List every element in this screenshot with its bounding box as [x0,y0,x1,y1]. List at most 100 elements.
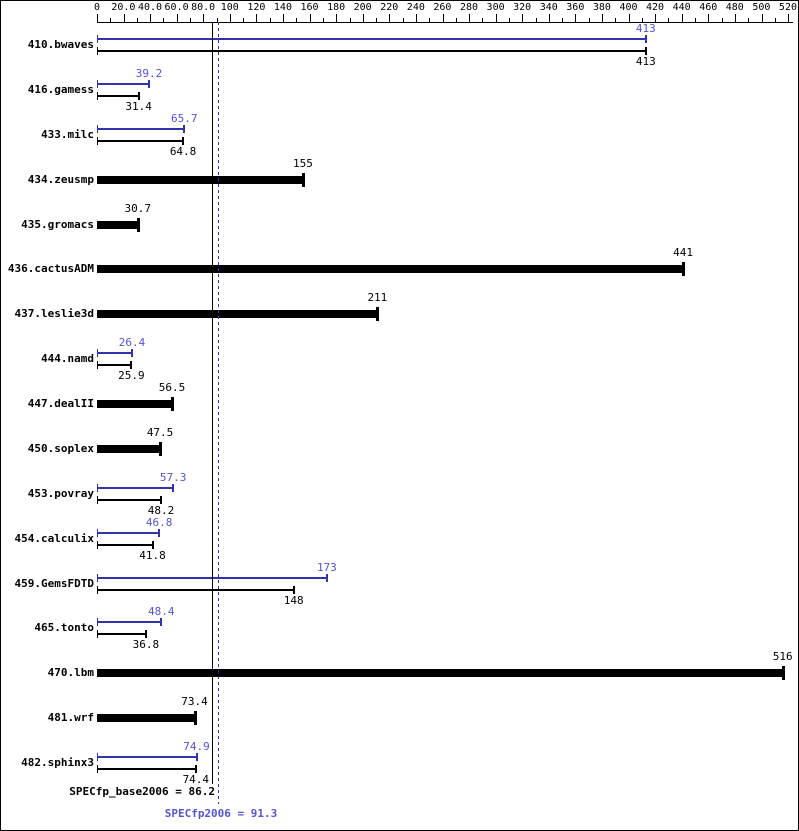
base-bar-startcap-454.calculix [97,540,98,549]
base-bar-450.soplex [97,444,161,453]
base-value-410.bwaves: 413 [635,55,656,68]
bench-label-470.lbm: 470.lbm [47,666,94,680]
x-axis-tick-label: 420 [646,2,665,13]
peak-bar-endcap-465.tonto [160,618,163,627]
base-bar-453.povray [97,498,162,501]
peak-bar-444.namd [97,352,133,355]
x-axis-minor-tick [721,18,723,23]
x-axis-major-tick [442,14,444,23]
x-axis-major-tick [176,14,178,23]
base-bar-416.gamess [97,94,139,97]
x-axis-major-tick [495,14,497,23]
x-axis-minor-tick [508,18,510,23]
base-bar-endcap-459.GemsFDTD [292,585,295,594]
bench-label-481.wrf: 481.wrf [47,711,94,725]
x-axis-tick-label: 60.0 [164,2,189,13]
bench-label-410.bwaves: 410.bwaves [27,38,94,51]
x-axis-major-tick [761,14,763,23]
x-axis-tick-label: 160 [300,2,319,13]
x-axis-line [97,22,794,23]
x-axis-tick-label: 200 [353,2,372,13]
bench-label-436.cactusADM: 436.cactusADM [7,262,94,276]
x-axis-minor-tick [376,18,378,23]
base-value-437.leslie3d: 211 [367,291,388,305]
base-value-436.cactusADM: 441 [673,246,693,260]
base-bar-endcap-435.gromacs [136,217,140,232]
peak-bar-endcap-433.milc [183,124,186,133]
peak-bar-453.povray [97,486,174,489]
base-value-454.calculix: 41.8 [139,548,166,562]
x-axis-minor-tick [535,18,537,23]
peak-bar-endcap-410.bwaves [644,35,647,43]
base-value-447.dealII: 56.5 [158,381,186,394]
base-value-481.wrf: 73.4 [181,695,208,709]
x-axis-minor-tick [243,18,245,23]
x-axis-tick-label: 400 [619,2,638,13]
x-axis-major-tick [283,14,285,23]
peak-bar-416.gamess [97,82,150,85]
x-axis-tick-label: 460 [699,2,718,13]
x-axis-tick-label: 320 [513,2,532,13]
peak-value-465.tonto: 48.4 [148,605,175,619]
bench-label-459.GemsFDTD: 459.GemsFDTD [14,576,94,590]
x-axis-minor-tick [615,18,617,23]
x-axis-minor-tick [349,18,351,23]
x-axis-minor-tick [216,18,218,23]
x-axis-tick-label: 520 [778,2,797,13]
base-bar-startcap-410.bwaves [97,47,98,55]
x-axis-tick-label: 80.0 [191,2,216,13]
x-axis-tick-label: 0 [93,2,100,13]
peak-mean-line [218,22,219,804]
base-bar-endcap-437.leslie3d [376,307,380,322]
base-bar-startcap-433.milc [97,136,98,145]
base-value-444.namd: 25.9 [118,369,145,383]
peak-bar-startcap-454.calculix [97,528,98,537]
x-axis-minor-tick [695,18,697,23]
x-axis-minor-tick [322,18,324,23]
base-bar-465.tonto [97,633,146,636]
base-value-459.GemsFDTD: 148 [283,593,304,607]
peak-bar-454.calculix [97,531,160,534]
bench-label-454.calculix: 454.calculix [14,531,94,545]
base-bar-startcap-465.tonto [97,630,98,639]
x-axis-major-tick [548,14,550,23]
bench-label-447.dealII: 447.dealII [27,397,94,410]
base-bar-startcap-416.gamess [97,91,98,100]
base-bar-endcap-454.calculix [151,540,154,549]
peak-bar-startcap-453.povray [97,483,98,492]
peak-bar-startcap-459.GemsFDTD [97,573,98,582]
peak-bar-459.GemsFDTD [97,576,327,579]
x-axis-minor-tick [269,18,271,23]
peak-bar-endcap-482.sphinx3 [195,753,198,761]
base-value-435.gromacs: 30.7 [124,201,152,215]
peak-bar-endcap-453.povray [172,483,175,492]
peak-bar-startcap-416.gamess [97,79,98,88]
peak-value-416.gamess: 39.2 [135,66,163,80]
peak-value-454.calculix: 46.8 [145,515,173,529]
base-bar-endcap-444.namd [130,361,133,370]
x-axis-minor-tick [588,18,590,23]
base-bar-endcap-410.bwaves [644,47,647,55]
peak-bar-startcap-433.milc [97,124,98,133]
base-bar-434.zeusmp [97,175,303,184]
x-axis-major-tick [203,14,205,23]
x-axis-major-tick [150,14,152,23]
bench-label-450.soplex: 450.soplex [27,441,94,455]
peak-bar-465.tonto [97,621,162,624]
peak-bar-startcap-410.bwaves [97,35,98,43]
x-axis-major-tick [229,14,231,23]
base-bar-endcap-470.lbm [781,666,785,681]
x-axis-tick-label: 500 [752,2,771,13]
peak-bar-endcap-416.gamess [148,79,151,88]
x-axis-minor-tick [296,18,298,23]
base-value-434.zeusmp: 155 [293,156,313,170]
x-axis-minor-tick [190,18,192,23]
base-bar-410.bwaves [97,50,646,52]
specfp2006-mean-label: SPECfp2006 = 91.3 [164,807,278,820]
base-value-450.soplex: 47.5 [146,425,174,439]
base-bar-startcap-482.sphinx3 [97,765,98,773]
base-value-453.povray: 48.2 [147,503,175,517]
x-axis-major-tick [469,14,471,23]
x-axis-major-tick [123,14,125,23]
